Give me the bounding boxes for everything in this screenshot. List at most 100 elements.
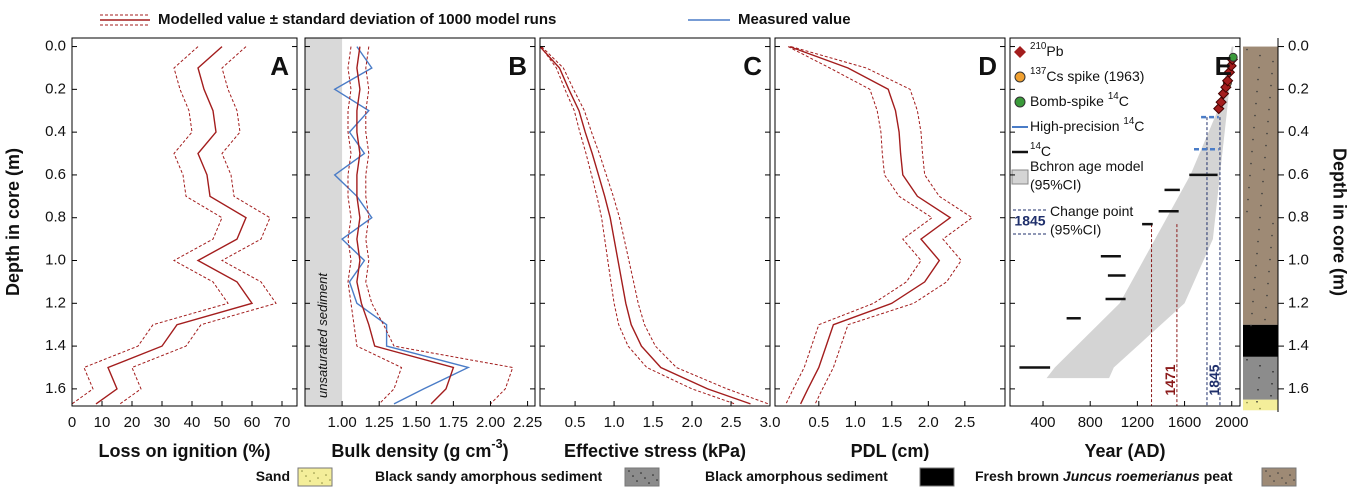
x-tick-label: 20 (124, 414, 141, 431)
sd-line (365, 46, 514, 405)
y-tick-label: 1.6 (45, 380, 66, 397)
lithology-swatch (297, 467, 333, 487)
texture (1253, 126, 1255, 129)
texture (1260, 204, 1262, 207)
texture (1266, 132, 1268, 135)
sd-line (541, 46, 769, 405)
texture (1253, 288, 1255, 291)
panel-letter: A (270, 51, 289, 81)
key-change-point: 1845 (1014, 213, 1045, 229)
texture (636, 480, 638, 482)
texture (1252, 138, 1254, 141)
text-part: 137 (1030, 66, 1046, 77)
text-part: Black sandy amorphous sediment (375, 468, 603, 484)
text-part: 14 (1108, 91, 1119, 102)
texture (309, 480, 311, 482)
core-layer (1243, 356, 1278, 400)
texture (1246, 358, 1248, 361)
panel-letter: C (743, 51, 762, 81)
texture (1257, 240, 1259, 243)
y-tick-label: 0.8 (45, 209, 66, 226)
text-part: -3 (491, 437, 502, 451)
y-tick-label: 1.2 (1288, 294, 1309, 311)
key-label: 14C (1030, 141, 1051, 159)
text-part: Effective stress (kPa) (564, 441, 746, 461)
panel-frame (71, 37, 298, 407)
texture (317, 477, 319, 479)
texture (1281, 477, 1283, 479)
y-tick-label: 1.0 (1288, 251, 1309, 268)
texture (1289, 474, 1291, 476)
text-part: Juncus roemerianus (1063, 468, 1200, 484)
pb210-point (1215, 96, 1227, 108)
pb210-point (1217, 87, 1230, 100)
pb210-point (1213, 102, 1225, 115)
change-point-label: 1471 (1162, 364, 1178, 395)
x-tick-label: 2.5 (721, 414, 742, 431)
texture (1267, 120, 1269, 123)
x-tick-label: 1.0 (845, 414, 866, 431)
x-tick-label: 3.0 (760, 414, 781, 431)
x-tick-label: 800 (1078, 414, 1103, 431)
text-part: Fresh brown (975, 468, 1063, 484)
texture (1250, 324, 1252, 327)
x-tick-label: 70 (274, 414, 291, 431)
texture (648, 482, 650, 484)
texture (321, 482, 323, 484)
texture (1256, 400, 1258, 403)
texture (1252, 300, 1254, 303)
sd-line (790, 46, 973, 405)
texture (1277, 472, 1279, 474)
texture (1262, 180, 1264, 183)
x-tick-label: 30 (154, 414, 171, 431)
panel-letter: D (978, 51, 997, 81)
sd-line (347, 46, 403, 405)
texture (1268, 270, 1270, 273)
x-tick-label: 1.0 (604, 414, 625, 431)
profile-line (333, 46, 471, 405)
y-tick-label: 0.2 (1288, 80, 1309, 97)
x-tick-label: 1.00 (327, 414, 356, 431)
texture (644, 477, 646, 479)
text-part: Sand (256, 468, 290, 484)
sd-line (540, 46, 736, 405)
core-layer (1243, 46, 1278, 325)
texture (1250, 162, 1252, 165)
texture (1266, 294, 1268, 297)
x-tick-label: 60 (244, 414, 261, 431)
x-axis-title: Loss on ignition (%) (99, 441, 271, 461)
panel-letter: B (508, 51, 527, 81)
x-tick-label: 0.5 (565, 414, 586, 431)
y-tick-label: 1.0 (45, 251, 66, 268)
lithology-swatch (624, 467, 660, 487)
texture (1264, 318, 1266, 321)
x-tick-label: 1600 (1168, 414, 1201, 431)
key-label: High-precision 14C (1030, 116, 1144, 134)
key-label: 137Cs spike (1963) (1030, 66, 1144, 84)
age-model (1046, 46, 1234, 379)
texture (1285, 482, 1287, 484)
sd-line (119, 46, 277, 405)
x-tick-label: 1.50 (402, 414, 431, 431)
profile-line (539, 46, 751, 405)
texture (1246, 210, 1248, 213)
change-point-label: 1845 (1206, 364, 1222, 395)
y-tick-label: 0.6 (45, 166, 66, 183)
profile-line (95, 46, 254, 405)
text-part: PDL (cm) (851, 441, 930, 461)
y-tick-label: 1.4 (1288, 337, 1309, 354)
texture (1265, 144, 1267, 147)
texture (1269, 258, 1271, 261)
core-layer (1243, 324, 1278, 357)
texture (1272, 222, 1274, 225)
texture (1249, 174, 1251, 177)
texture (1258, 228, 1260, 231)
texture (1247, 198, 1249, 201)
text-part: Cs spike (1963) (1046, 68, 1144, 84)
key-swatch (1014, 71, 1026, 83)
texture (656, 479, 658, 481)
legend-label: Modelled value ± standard deviation of 1… (158, 11, 556, 28)
texture (1246, 401, 1248, 404)
x-tick-label: 1.75 (439, 414, 468, 431)
y-tick-label: 1.2 (45, 294, 66, 311)
